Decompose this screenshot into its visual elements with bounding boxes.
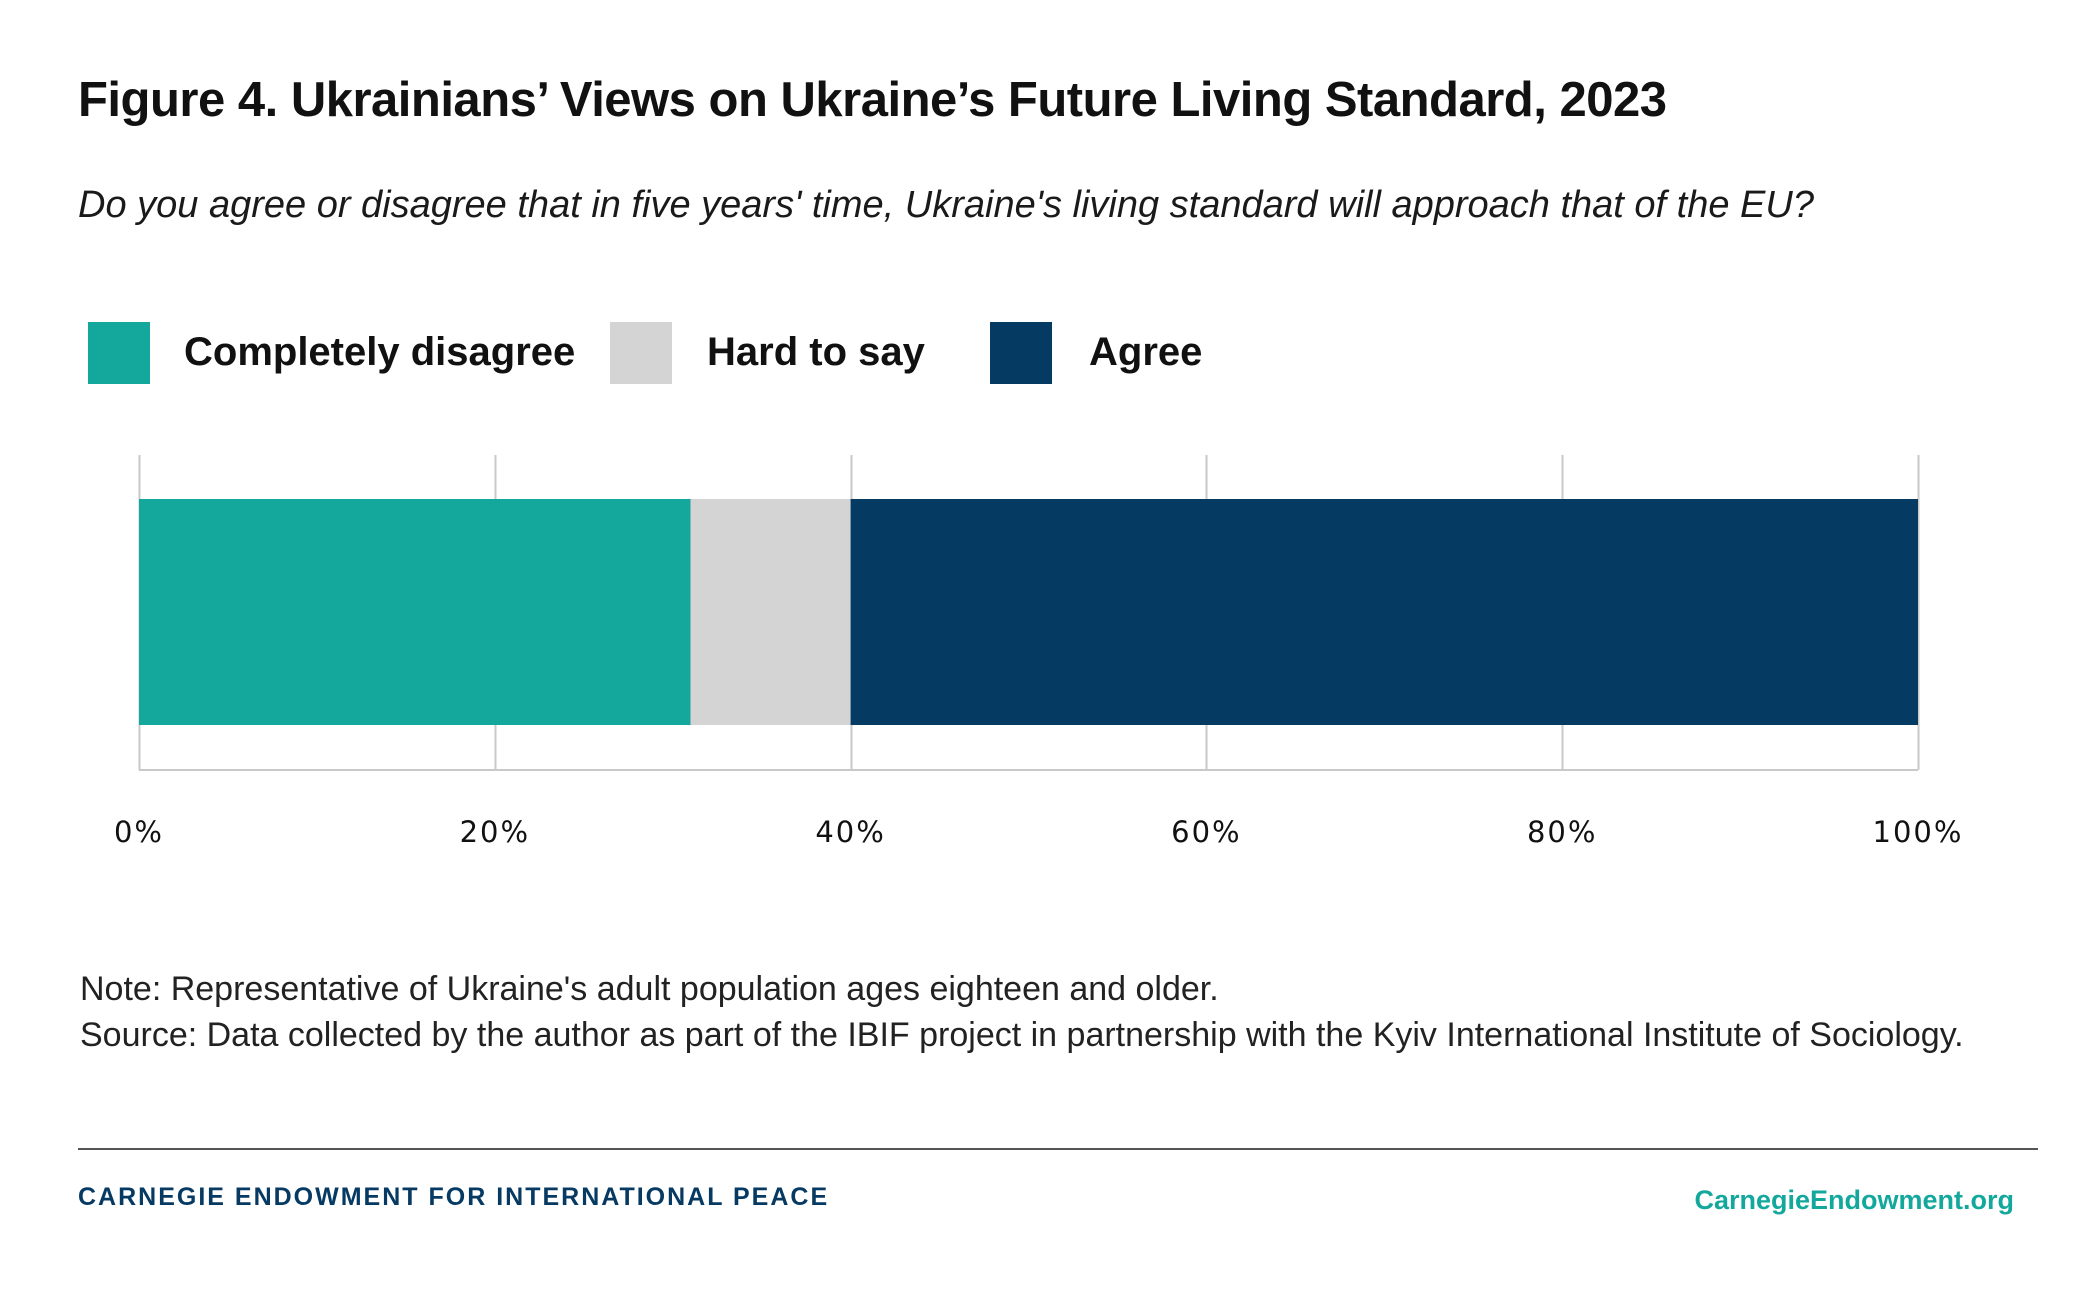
x-tick-label-60: 60% <box>1171 815 1241 849</box>
legend-label-hard-to-say: Hard to say <box>707 330 925 374</box>
x-tick-label-80: 80% <box>1527 815 1597 849</box>
x-tick-label-0: 0% <box>114 815 164 849</box>
bar-segment-completely-disagree <box>139 499 691 725</box>
legend-swatch-completely-disagree <box>88 322 150 384</box>
chart-notes: Note: Representative of Ukraine's adult … <box>80 966 1964 1058</box>
bars <box>139 499 1918 725</box>
footer-organization: CARNEGIE ENDOWMENT FOR INTERNATIONAL PEA… <box>78 1183 830 1211</box>
note-text: Note: Representative of Ukraine's adult … <box>80 970 1219 1008</box>
x-tick-label-20: 20% <box>460 815 530 849</box>
bar-segment-agree <box>850 499 1918 725</box>
x-tick-label-100: 100% <box>1873 815 1964 849</box>
footer-website-link[interactable]: CarnegieEndowment.org <box>1694 1185 2014 1215</box>
legend-label-agree: Agree <box>1089 330 1203 374</box>
legend-swatch-agree <box>990 322 1052 384</box>
legend-label-completely-disagree: Completely disagree <box>184 330 576 374</box>
footer-divider <box>78 1148 2038 1150</box>
x-tick-label-40: 40% <box>815 815 885 849</box>
stacked-bar-chart: 0% 20% 40% 60% 80% 100% <box>114 455 1964 849</box>
source-text: Source: Data collected by the author as … <box>80 1016 1964 1054</box>
x-axis-tick-labels: 0% 20% 40% 60% 80% 100% <box>114 815 1964 849</box>
chart-subtitle: Do you agree or disagree that in five ye… <box>78 184 1814 226</box>
bar-segment-hard-to-say <box>690 499 851 725</box>
chart-title: Figure 4. Ukrainians’ Views on Ukraine’s… <box>78 73 1667 127</box>
legend-swatch-hard-to-say <box>610 322 672 384</box>
